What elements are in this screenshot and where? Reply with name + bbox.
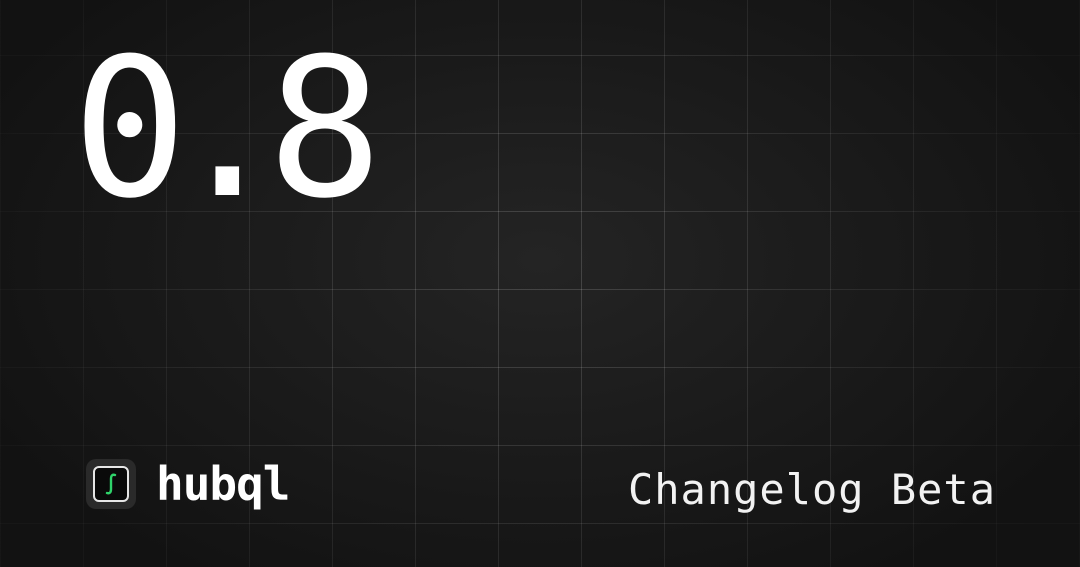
brand-name: hubql [156, 457, 290, 511]
brand-logo: hubql [86, 456, 290, 512]
hubql-logo-mark [86, 459, 136, 509]
integral-icon [93, 466, 129, 502]
version-number: 0.8 [72, 18, 383, 241]
changelog-tagline: Changelog Beta [627, 465, 996, 514]
